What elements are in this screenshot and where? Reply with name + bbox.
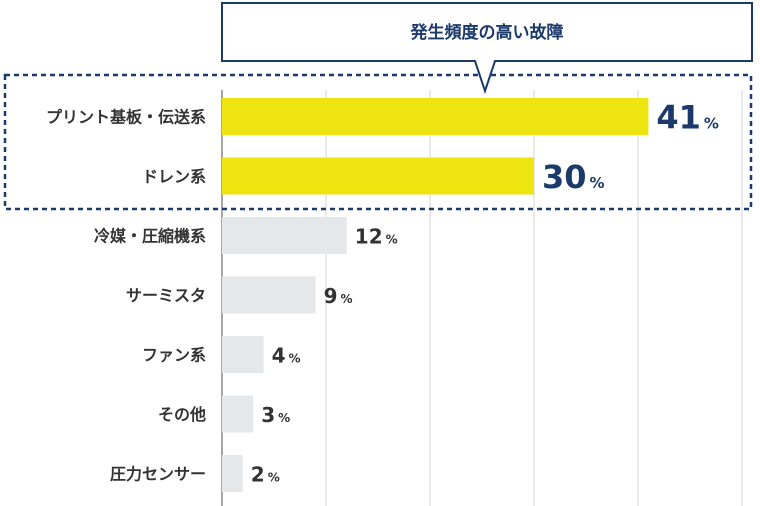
highlight-dashed-box — [3, 73, 753, 211]
category-label: 圧力センサー — [110, 465, 206, 484]
bar — [222, 455, 243, 492]
category-label: プリント基板・伝送系 — [46, 108, 206, 127]
value-label: 2% — [251, 463, 280, 487]
highlight-group: 発生頻度の高い故障 — [3, 2, 753, 211]
value-labels: 41 % 30 % 12 % 9 % 4 % 3 % 2% — [251, 99, 719, 487]
value-label: 30% — [542, 158, 605, 196]
bar — [222, 217, 347, 254]
bars — [222, 98, 649, 492]
bar — [222, 276, 316, 314]
callout-box — [221, 2, 753, 95]
value-label: 9% — [324, 284, 353, 308]
value-label: 41% — [656, 99, 719, 137]
category-label: ドレン系 — [142, 167, 206, 186]
category-label: その他 — [158, 405, 206, 424]
bar — [222, 336, 264, 373]
value-label: 4% — [272, 344, 301, 368]
bar — [222, 395, 254, 433]
callout-text: 発生頻度の高い故障 — [410, 22, 564, 43]
category-label: サーミスタ — [126, 286, 206, 305]
value-label: 3% — [261, 403, 290, 427]
value-label: 12% — [355, 225, 398, 249]
category-label: 冷媒・圧縮機系 — [94, 227, 206, 246]
bar — [222, 98, 649, 135]
category-label: ファン系 — [142, 346, 206, 365]
bar — [222, 157, 534, 195]
